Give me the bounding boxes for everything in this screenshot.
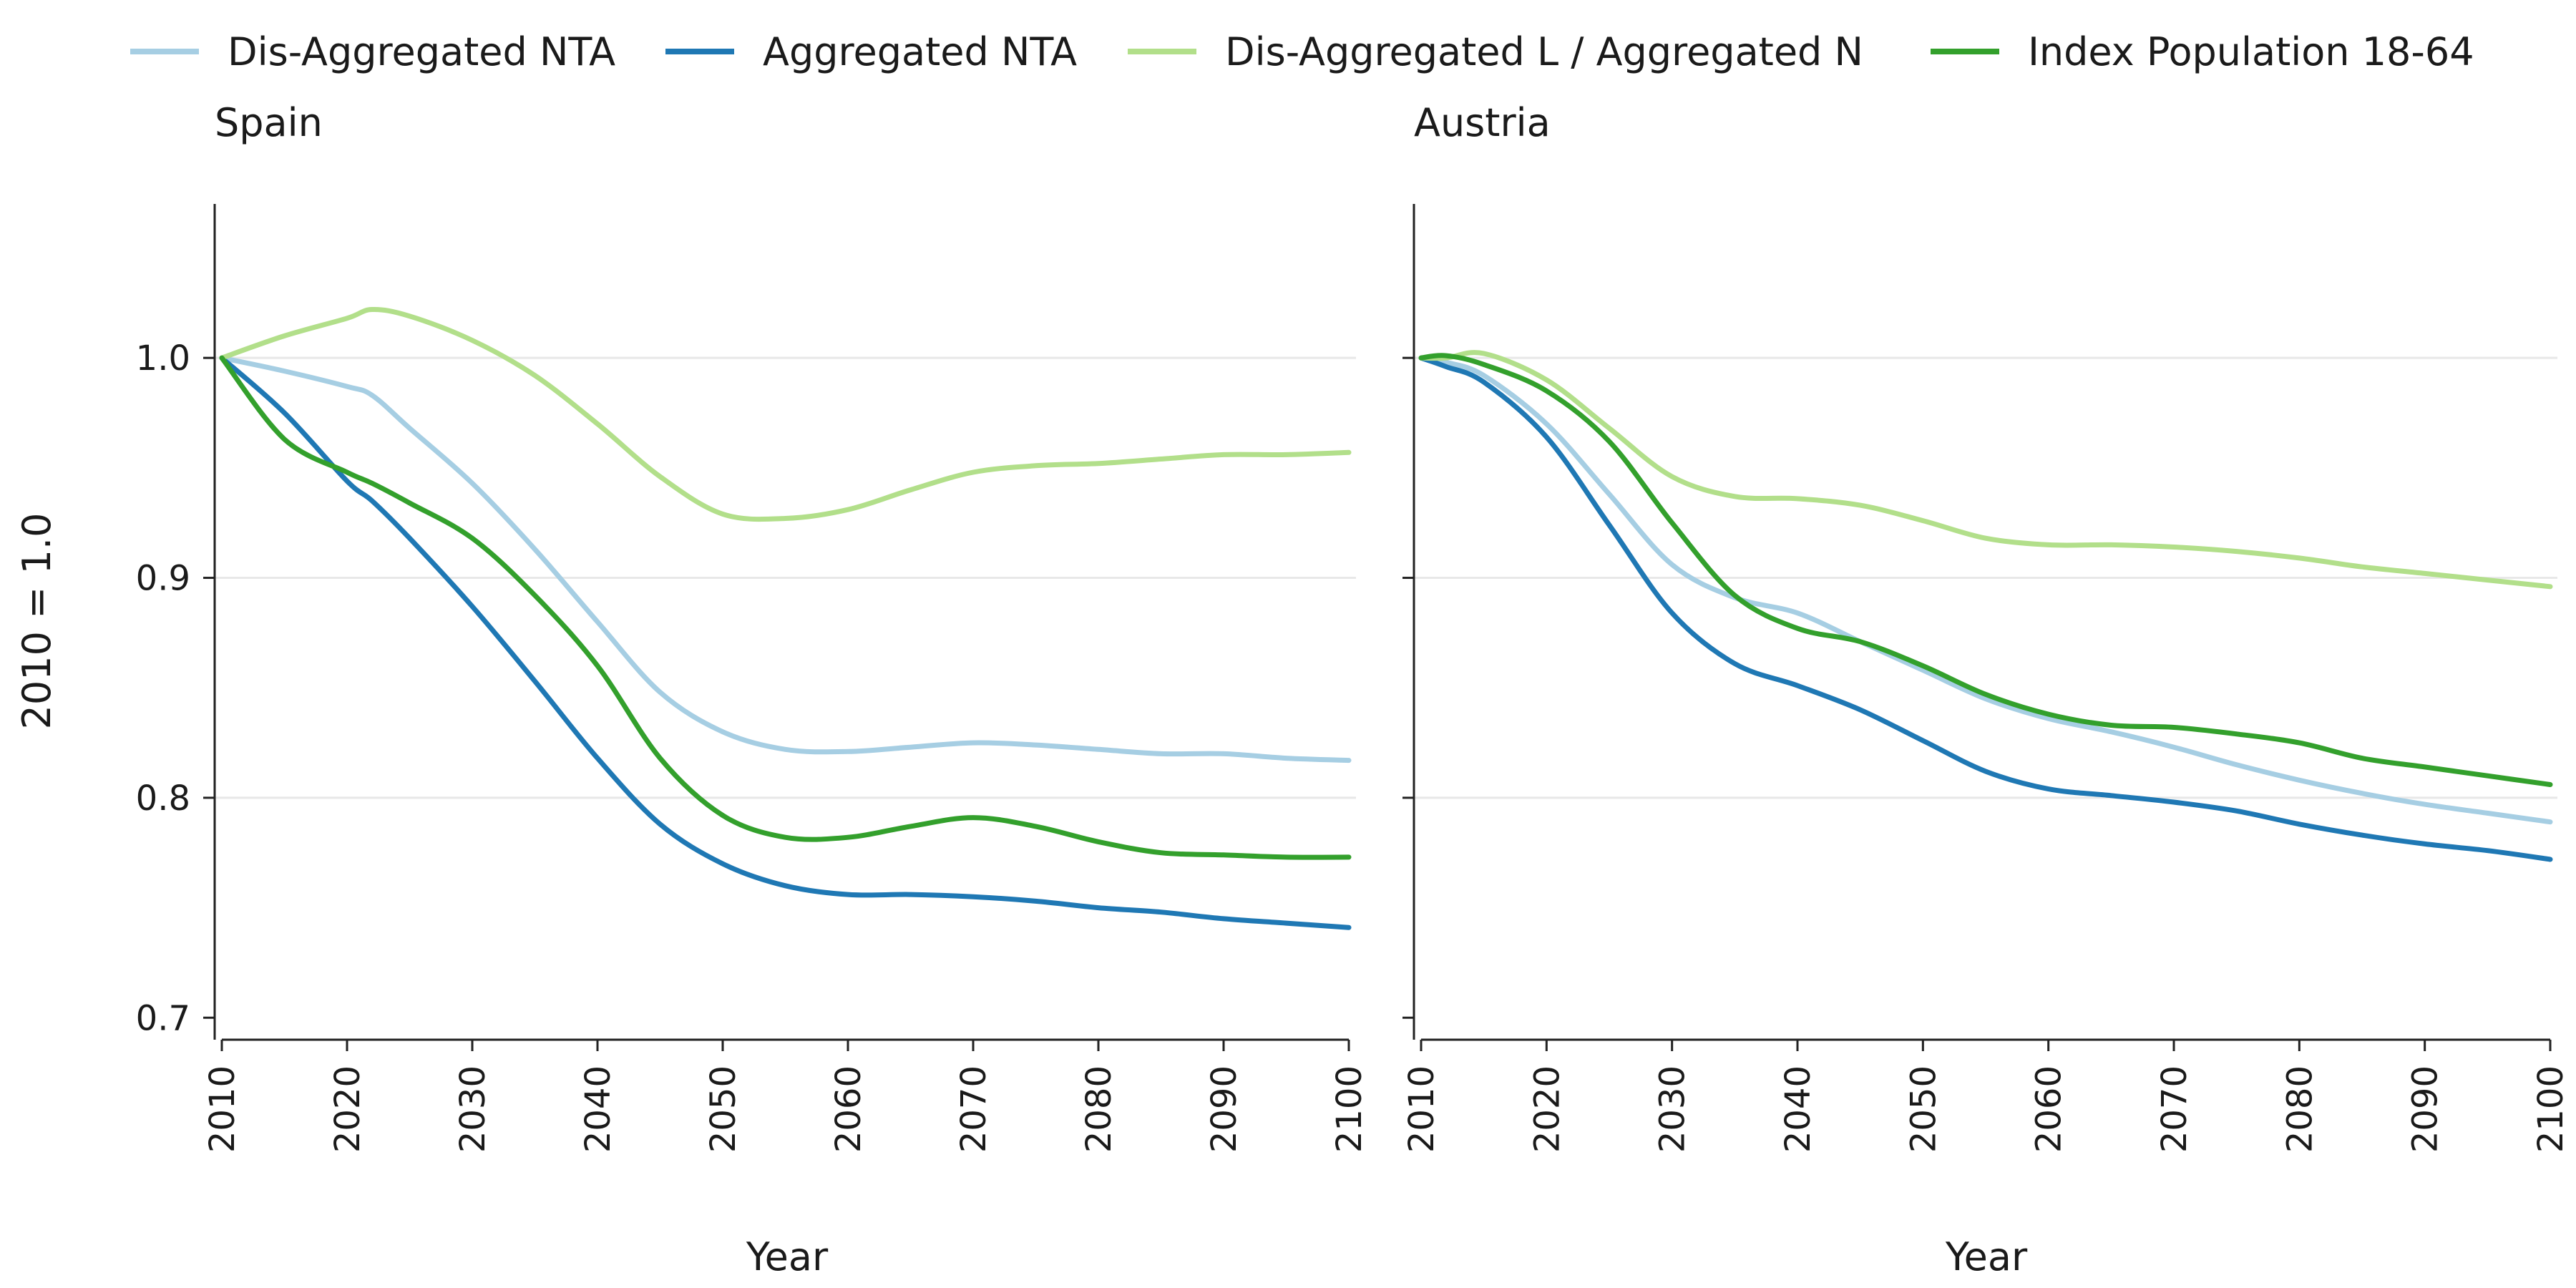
x-axis-title-austria: Year	[1945, 1234, 2028, 1279]
panel-spain: 0.7 0.8 0.9 1.0 2010 2020 2030 2040 2050 2060 2070…	[136, 204, 1370, 1153]
x-tick-label-austria: 2060	[2029, 1065, 2069, 1153]
x-tick-label-spain: 2070	[954, 1065, 994, 1153]
x-tick-label-austria: 2100	[2531, 1065, 2571, 1153]
legend: Dis-Aggregated NTA Aggregated NTA Dis-Ag…	[130, 29, 2474, 74]
panel-title-spain: Spain	[215, 100, 323, 145]
x-tick-label-spain: 2060	[829, 1065, 869, 1153]
y-tick-label: 0.7	[136, 998, 190, 1038]
x-tick-label-spain: 2100	[1330, 1065, 1370, 1153]
x-tick-label-spain: 2040	[578, 1065, 618, 1153]
legend-label-index-population: Index Population 18-64	[2028, 29, 2474, 74]
series-line-dis-aggregated-nta-spain	[219, 355, 1352, 763]
legend-label-dis-aggregated-nta: Dis-Aggregated NTA	[228, 29, 615, 74]
series-line-dis-aggregated-l-aggregated-n-austria	[1418, 350, 2553, 590]
x-tick-label-spain: 2020	[328, 1065, 368, 1153]
series-line-dis-aggregated-l-aggregated-n-spain	[219, 306, 1352, 522]
x-tick-label-austria: 2090	[2406, 1065, 2446, 1153]
x-tick-label-spain: 2090	[1204, 1065, 1244, 1153]
panel-title-austria: Austria	[1414, 100, 1551, 145]
legend-label-dis-aggregated-l-aggregated-n: Dis-Aggregated L / Aggregated N	[1225, 29, 1863, 74]
x-tick-label-austria: 2050	[1903, 1065, 1943, 1153]
y-tick-label: 0.9	[136, 559, 190, 599]
x-tick-label-austria: 2030	[1653, 1065, 1693, 1153]
y-axis-title: 2010 = 1.0	[14, 513, 59, 730]
x-tick-label-austria: 2020	[1527, 1065, 1567, 1153]
x-tick-label-austria: 2010	[1402, 1065, 1442, 1153]
series-line-aggregated-nta-spain	[219, 355, 1352, 930]
y-tick-label: 0.8	[136, 779, 190, 819]
series-line-aggregated-nta-austria	[1418, 355, 2553, 862]
x-tick-label-austria: 2080	[2280, 1065, 2320, 1153]
legend-label-aggregated-nta: Aggregated NTA	[763, 29, 1077, 74]
x-tick-label-austria: 2070	[2155, 1065, 2195, 1153]
x-tick-label-spain: 2050	[703, 1065, 743, 1153]
x-tick-label-spain: 2030	[453, 1065, 493, 1153]
x-axis-title-spain: Year	[746, 1234, 829, 1279]
panel-austria: 2010 2020 2030 2040 2050 2060 2070 2080 2090 2100	[1402, 204, 2571, 1153]
y-tick-label: 1.0	[136, 338, 190, 379]
x-tick-label-spain: 2010	[203, 1065, 243, 1153]
series-line-dis-aggregated-nta-austria	[1418, 355, 2553, 825]
series-line-index-population-18-64-austria	[1418, 353, 2553, 787]
x-tick-label-austria: 2040	[1778, 1065, 1818, 1153]
x-tick-label-spain: 2080	[1079, 1065, 1119, 1153]
series-line-index-population-18-64-spain	[219, 355, 1352, 860]
